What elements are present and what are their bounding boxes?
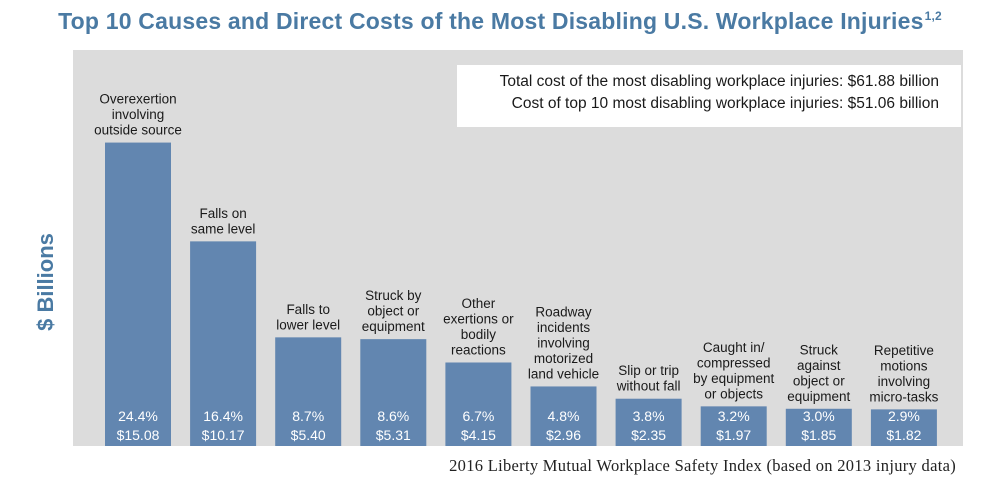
bar bbox=[275, 337, 342, 446]
bar-value-label: $5.31 bbox=[376, 427, 411, 443]
bar bbox=[105, 142, 171, 446]
total-cost-note: Total cost of the most disabling workpla… bbox=[499, 73, 939, 90]
chart-title: Top 10 Causes and Direct Costs of the Mo… bbox=[0, 8, 1000, 35]
bar-percent-label: 8.6% bbox=[377, 408, 409, 424]
category-label: Overexertion involving outside source bbox=[94, 92, 182, 138]
bar-percent-label: 6.7% bbox=[462, 408, 494, 424]
source-note: 2016 Liberty Mutual Workplace Safety Ind… bbox=[449, 456, 956, 475]
bar bbox=[615, 398, 682, 446]
top10-cost-note: Cost of top 10 most disabling workplace … bbox=[511, 95, 939, 112]
bar-percent-label: 8.7% bbox=[292, 408, 324, 424]
bar-value-label: $10.17 bbox=[202, 427, 245, 443]
bar-percent-label: 3.2% bbox=[718, 408, 750, 424]
bar-percent-label: 4.8% bbox=[548, 408, 580, 424]
category-label: Caught in/compressed by equipment or objec… bbox=[693, 340, 774, 402]
category-label: Struck by object or equipment bbox=[362, 288, 425, 334]
bar-value-label: $1.85 bbox=[801, 427, 836, 443]
category-label: Slip or trip without fall bbox=[616, 363, 681, 394]
bar bbox=[870, 409, 937, 446]
chart-title-footnote: 1,2 bbox=[924, 9, 942, 24]
bar-value-label: $1.97 bbox=[716, 427, 751, 443]
bar-value-label: $4.15 bbox=[461, 427, 496, 443]
bar-percent-label: 2.9% bbox=[888, 408, 920, 424]
bar bbox=[530, 386, 597, 446]
category-label: Repetitive motions involving micro-tasks bbox=[869, 343, 938, 405]
cost-summary-box: Total cost of the most disabling workpla… bbox=[457, 65, 961, 127]
bar-value-label: $5.40 bbox=[291, 427, 326, 443]
bar-value-label: $15.08 bbox=[117, 427, 160, 443]
bar-percent-label: 16.4% bbox=[203, 408, 243, 424]
bar-value-label: $1.82 bbox=[886, 427, 921, 443]
bar bbox=[360, 339, 427, 446]
bar-percent-label: 3.0% bbox=[803, 408, 835, 424]
bar bbox=[785, 408, 852, 446]
bar-value-label: $2.96 bbox=[546, 427, 581, 443]
bar-percent-label: 24.4% bbox=[118, 408, 158, 424]
bar bbox=[190, 241, 257, 446]
bar bbox=[700, 406, 767, 446]
category-label: Falls to lower level bbox=[276, 302, 340, 333]
bar-percent-label: 3.8% bbox=[633, 408, 665, 424]
chart-title-text: Top 10 Causes and Direct Costs of the Mo… bbox=[58, 8, 924, 34]
bar bbox=[445, 362, 512, 446]
bar-value-label: $2.35 bbox=[631, 427, 666, 443]
category-label: Roadway incidents involving motorized land v… bbox=[528, 304, 599, 381]
category-label: Struck against object or equipment bbox=[787, 342, 850, 404]
category-label: Other exertions or bodily reactions bbox=[443, 296, 514, 358]
category-label: Falls on same level bbox=[191, 206, 256, 237]
